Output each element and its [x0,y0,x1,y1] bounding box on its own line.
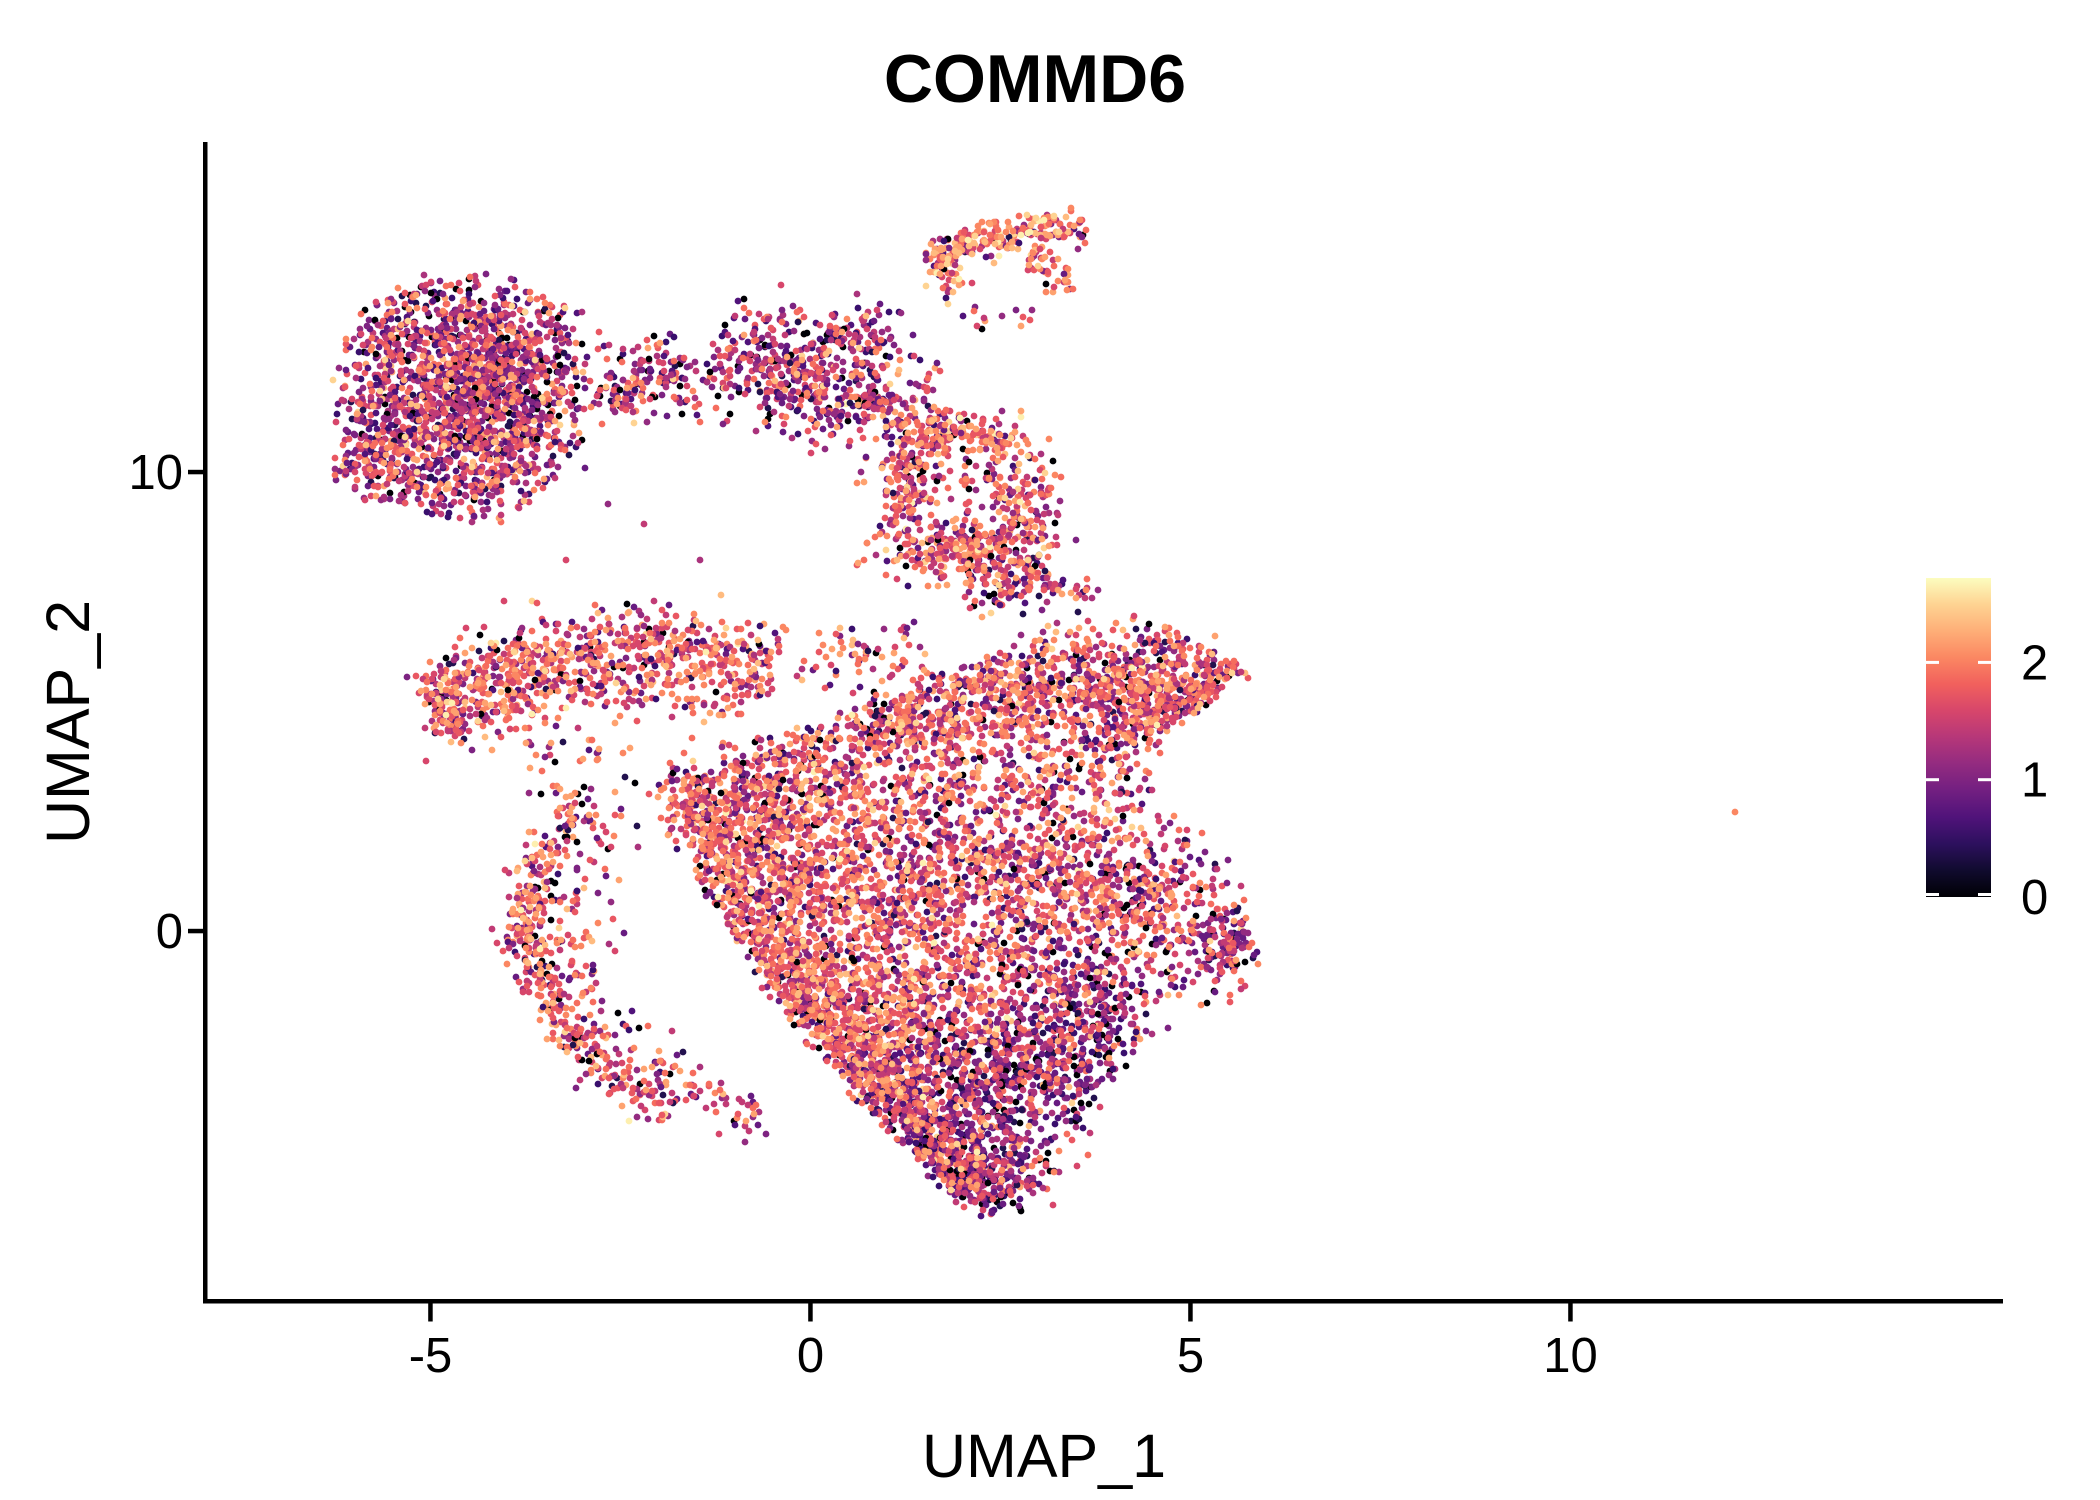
svg-text:2: 2 [2021,636,2048,690]
svg-text:0: 0 [2021,871,2048,925]
svg-text:UMAP_2: UMAP_2 [34,600,102,844]
svg-text:COMMD6: COMMD6 [884,41,1186,117]
svg-text:1: 1 [2021,754,2048,808]
svg-text:0: 0 [797,1329,824,1383]
svg-text:5: 5 [1177,1329,1204,1383]
svg-text:UMAP_1: UMAP_1 [922,1422,1166,1490]
svg-text:10: 10 [128,446,183,500]
svg-text:0: 0 [156,905,183,959]
svg-text:10: 10 [1543,1329,1598,1383]
svg-text:-5: -5 [409,1329,453,1383]
